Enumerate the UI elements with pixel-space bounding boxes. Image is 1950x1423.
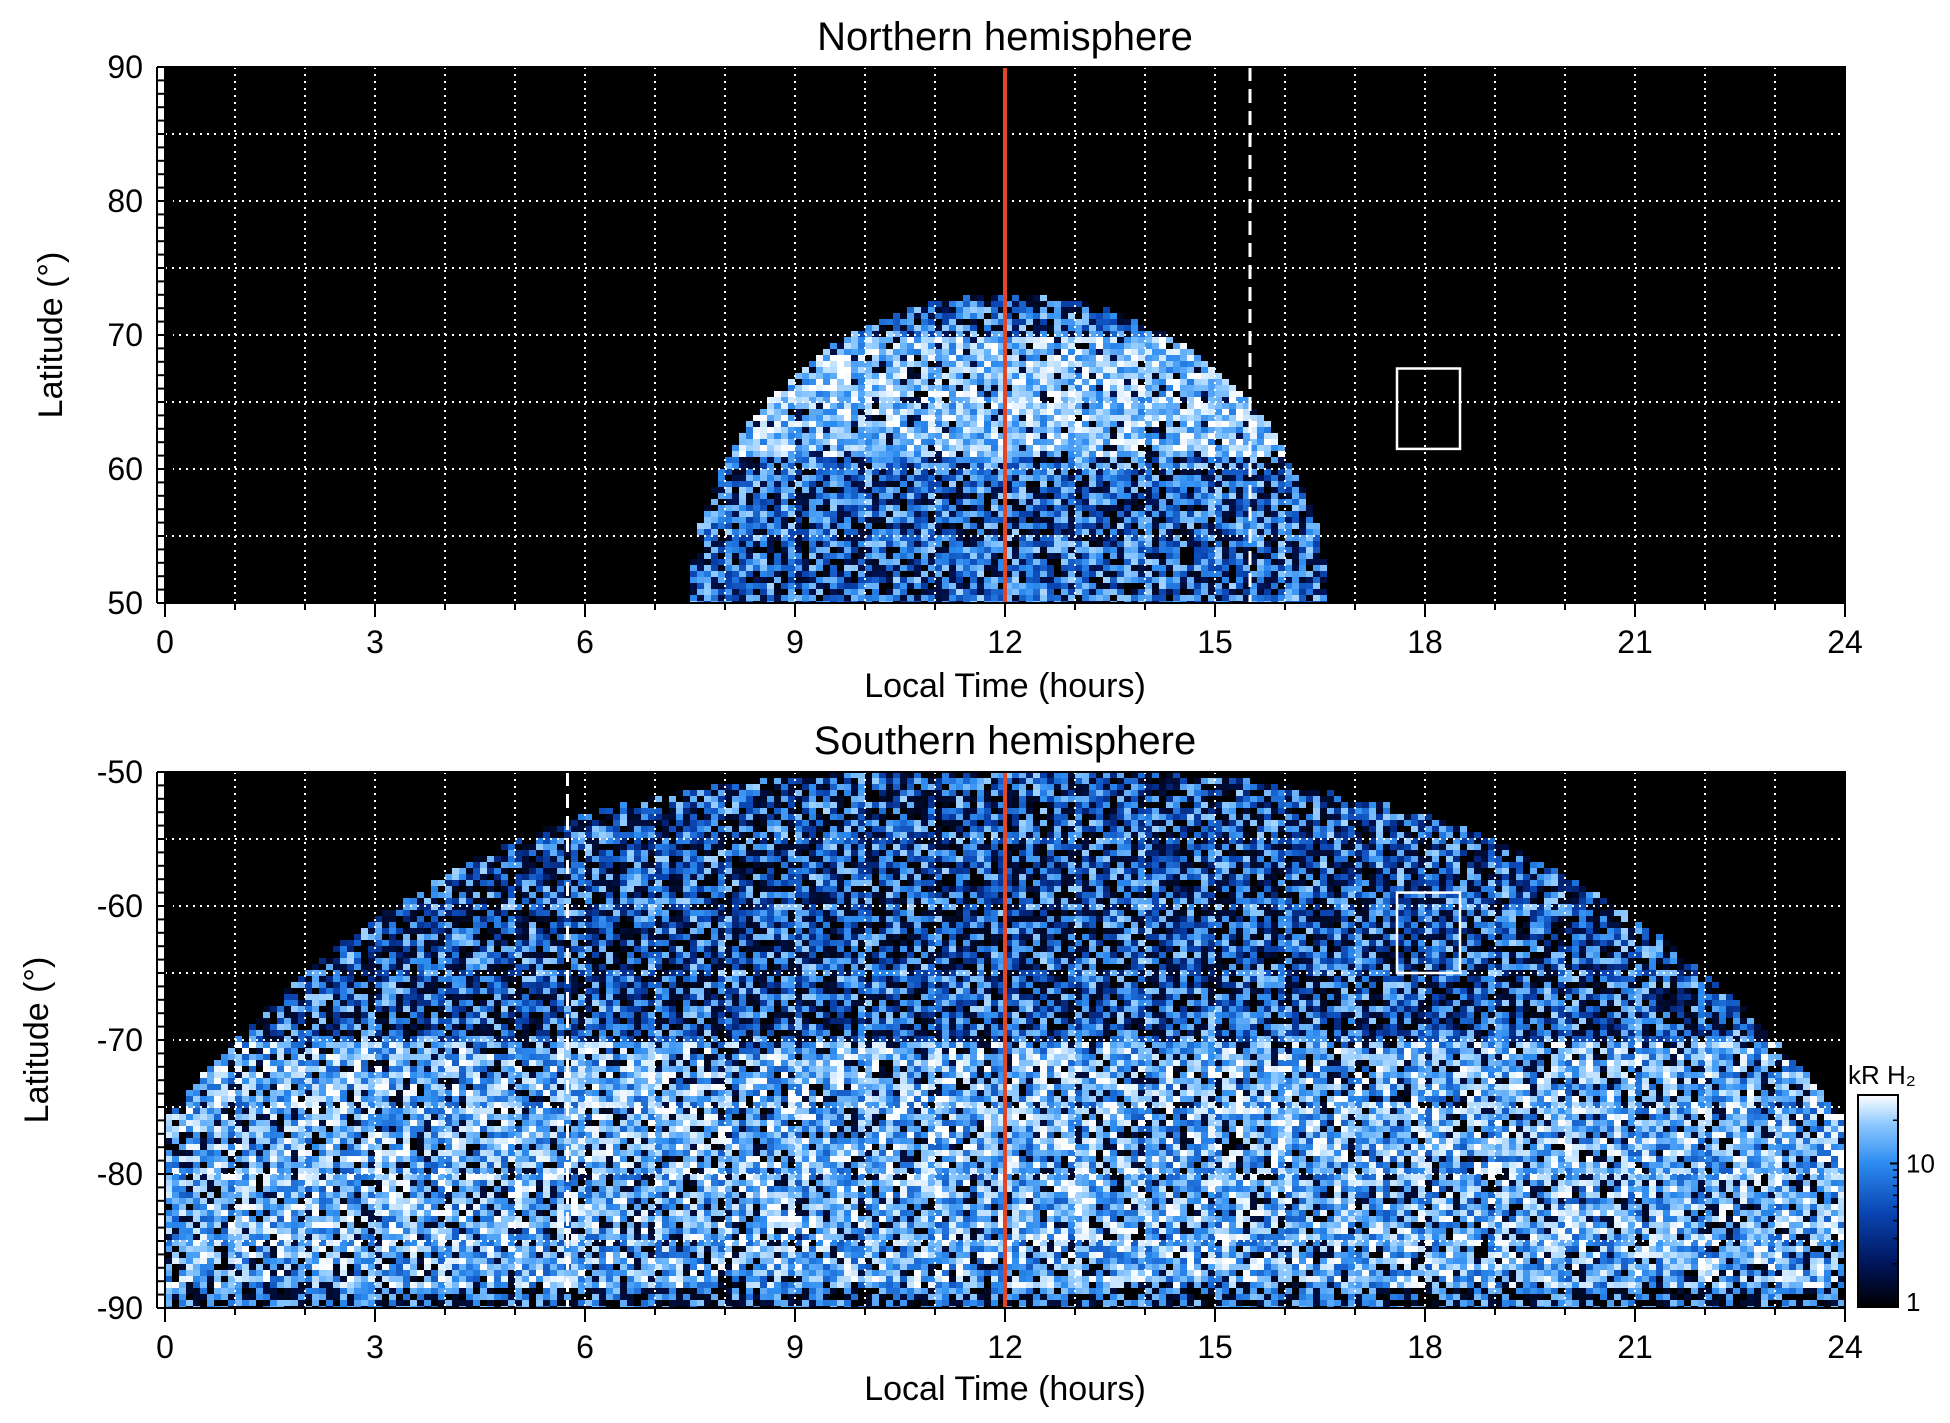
north-title: Northern hemisphere — [817, 15, 1193, 59]
south-emission-map — [165, 772, 1845, 1308]
south-x-tick-label: 0 — [156, 1329, 174, 1365]
south-x-tick-label: 24 — [1827, 1329, 1863, 1365]
north-y-axis-label: Latitude (°) — [32, 252, 70, 419]
south-y-tick-label: -80 — [97, 1156, 143, 1192]
north-y-tick-label: 90 — [107, 49, 143, 85]
colorbar-tick-label: 10 — [1906, 1148, 1935, 1178]
south-y-tick-label: -50 — [97, 754, 143, 790]
north-annotations — [1003, 67, 1462, 603]
south-y-tick-label: -90 — [97, 1290, 143, 1326]
colorbar-gradient — [1857, 1094, 1899, 1308]
south-x-tick-label: 18 — [1407, 1329, 1443, 1365]
north-x-tick-label: 3 — [366, 624, 384, 660]
colorbar-ticks: 1 10 — [1890, 1094, 1935, 1317]
northern-hemisphere-panel: Northern hemisphere 0 3 6 9 12 15 18 21 24 50 60 70… — [32, 15, 1863, 705]
north-x-tick-label: 6 — [576, 624, 594, 660]
north-highlight-box — [1395, 367, 1462, 451]
south-y-tick-label: -60 — [97, 888, 143, 924]
north-x-tick-label: 12 — [987, 624, 1023, 660]
colorbar: kR H₂ 1 10 — [1848, 1060, 1935, 1317]
south-x-tick-label: 6 — [576, 1329, 594, 1365]
north-x-tick-label: 18 — [1407, 624, 1443, 660]
colorbar-label: kR H₂ — [1848, 1060, 1916, 1090]
north-axes: 0 3 6 9 12 15 18 21 24 50 60 70 80 90 — [107, 49, 1862, 660]
north-x-tick-label: 0 — [156, 624, 174, 660]
north-x-axis-label: Local Time (hours) — [864, 667, 1146, 705]
south-x-tick-label: 21 — [1617, 1329, 1653, 1365]
north-x-tick-label: 24 — [1827, 624, 1863, 660]
south-y-axis-label: Latitude (°) — [18, 957, 56, 1124]
south-x-axis-label: Local Time (hours) — [864, 1370, 1146, 1408]
north-x-tick-label: 21 — [1617, 624, 1653, 660]
north-emission-map — [690, 295, 1327, 603]
south-y-tick-label: -70 — [97, 1022, 143, 1058]
north-y-tick-label: 70 — [107, 317, 143, 353]
north-y-tick-label: 80 — [107, 183, 143, 219]
south-x-tick-label: 9 — [786, 1329, 804, 1365]
colorbar-tick-label: 1 — [1906, 1287, 1920, 1317]
north-x-tick-label: 9 — [786, 624, 804, 660]
south-x-tick-label: 12 — [987, 1329, 1023, 1365]
north-y-tick-label: 60 — [107, 451, 143, 487]
south-axes: 0 3 6 9 12 15 18 21 24 -90 -80 -70 -60 -50 — [97, 754, 1863, 1365]
south-annotations — [566, 772, 1462, 1308]
south-x-tick-label: 3 — [366, 1329, 384, 1365]
north-y-tick-label: 50 — [107, 585, 143, 621]
south-x-tick-label: 15 — [1197, 1329, 1233, 1365]
north-x-tick-label: 15 — [1197, 624, 1233, 660]
south-title: Southern hemisphere — [814, 719, 1196, 763]
south-highlight-box — [1395, 891, 1462, 975]
southern-hemisphere-panel: Southern hemisphere 0 3 6 9 12 15 18 21 24 -90 -80… — [18, 719, 1863, 1408]
